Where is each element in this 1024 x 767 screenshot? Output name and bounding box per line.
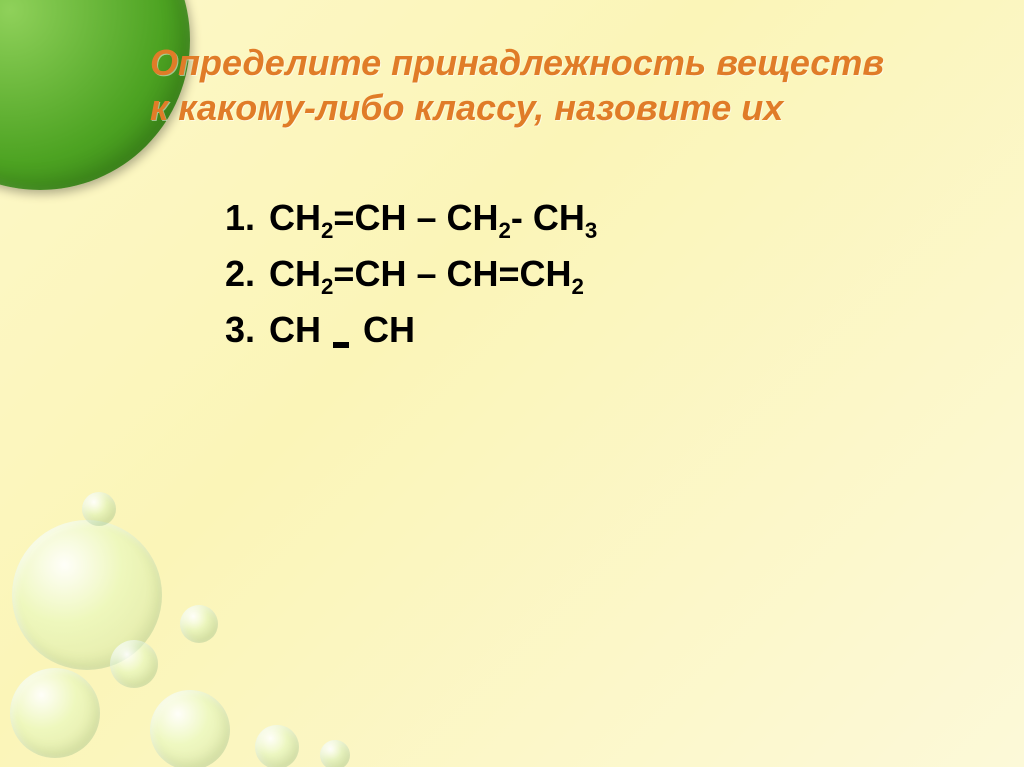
formula-item: 1.СН2=СН – СН2- СН3 xyxy=(225,190,597,246)
bubble xyxy=(12,520,162,670)
bubble xyxy=(10,668,100,758)
bubble xyxy=(180,605,218,643)
formula-item: 3.СН СН xyxy=(225,302,597,358)
title-line-2: к какому-либо классу, назовите их xyxy=(150,87,783,128)
slide-title: Определите принадлежность веществ к како… xyxy=(150,40,964,130)
bubble xyxy=(82,492,116,526)
item-formula: СН2=СН – СН2- СН3 xyxy=(269,197,597,238)
title-line-1: Определите принадлежность веществ xyxy=(150,42,884,83)
bubble xyxy=(150,690,230,767)
item-number: 2. xyxy=(225,246,269,302)
item-formula: СН СН xyxy=(269,309,415,350)
item-formula: СН2=СН – СН=СН2 xyxy=(269,253,584,294)
item-number: 1. xyxy=(225,190,269,246)
formula-item: 2.СН2=СН – СН=СН2 xyxy=(225,246,597,302)
bubble xyxy=(255,725,299,767)
item-number: 3. xyxy=(225,302,269,358)
bubble xyxy=(320,740,350,767)
bubble xyxy=(110,640,158,688)
formula-list: 1.СН2=СН – СН2- СН32.СН2=СН – СН=СН23.СН… xyxy=(225,190,597,357)
